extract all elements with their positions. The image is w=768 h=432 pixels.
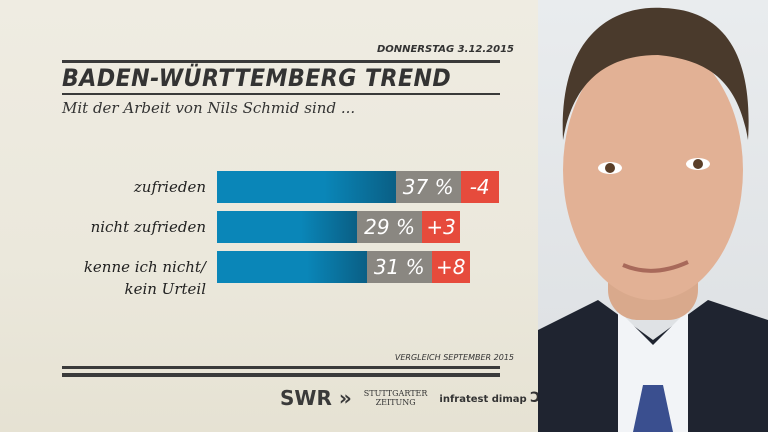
comparison-note: VERGLEICH SEPTEMBER 2015 [394,353,514,362]
value-label: 37 % [395,171,461,203]
category-label-line: zufrieden [133,178,206,196]
divider [62,373,500,377]
value-label: 29 % [357,211,423,243]
category-label: zufrieden [134,176,206,198]
bar [217,211,358,243]
chart-subtitle: Mit der Arbeit von Nils Schmid sind ... [62,99,356,117]
change-label: +8 [431,251,470,283]
bar-row: 31 % +8 [217,251,470,283]
logos: SWR » STUTTGARTER ZEITUNG infratest dimap… [280,386,540,410]
category-label-line: nicht zufrieden [90,218,206,236]
infratest-dimap-logo: infratest dimap Ɔ [439,390,541,406]
bar [217,171,396,203]
bar-row: 29 % +3 [217,211,461,243]
stuttgarter-zeitung-logo: STUTTGARTER ZEITUNG [363,389,428,407]
category-label: kenne ich nicht/kein Urteil [84,256,206,300]
date: DONNERSTAG 3.12.2015 [376,44,514,55]
divider [62,60,500,63]
bar-row: 37 % -4 [217,171,499,203]
category-label: nicht zufrieden [91,216,206,238]
portrait-photo [538,0,768,432]
swr-logo: SWR » [280,386,352,410]
change-label: -4 [460,171,499,203]
divider [62,93,500,95]
category-label-line: kenne ich nicht/ [83,258,206,276]
divider [62,366,500,369]
change-label: +3 [422,211,461,243]
category-label-line: kein Urteil [124,280,206,298]
value-label: 31 % [366,251,432,283]
bar [217,251,367,283]
chart-title: BADEN-WÜRTTEMBERG TREND [62,64,452,92]
